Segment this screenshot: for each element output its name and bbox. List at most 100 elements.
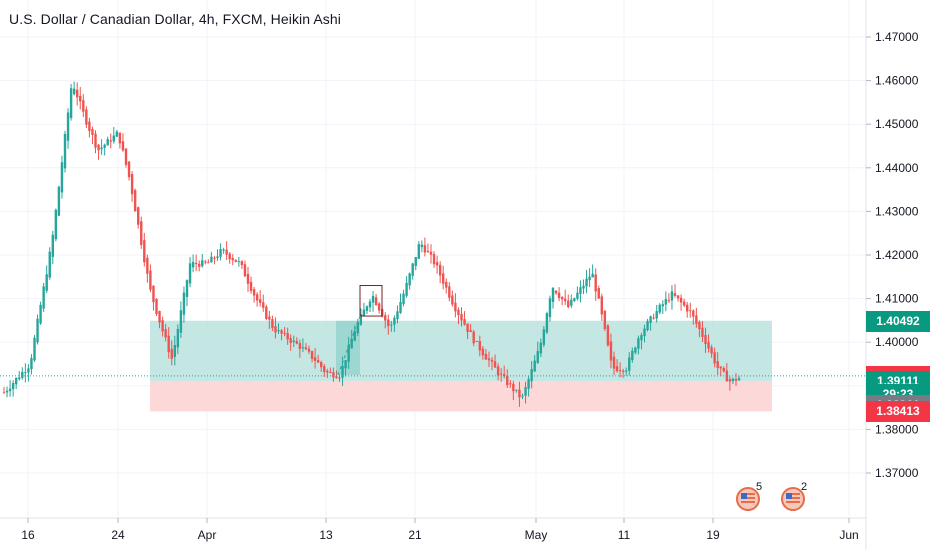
candle-body [118,132,122,144]
candle-body [399,301,402,313]
candle-body [124,148,128,165]
time-tick-label: 11 [618,528,631,542]
candle-body [582,285,585,289]
candle-body [551,287,555,303]
candle-body [472,331,475,344]
candle-body [475,340,478,342]
candle-body [643,328,646,337]
candle-body [69,88,73,119]
candle-body [463,319,466,325]
candle-body [329,372,332,374]
candle-body [2,392,6,394]
time-axis[interactable]: 16 24 Apr 13 21 May 11 19 Jun [21,518,859,542]
candle-body [420,244,424,248]
candle-body [112,135,115,142]
candle-body [618,370,622,372]
candle-body [359,313,363,325]
candle-body [448,286,451,298]
drawing-overlays[interactable] [0,285,866,377]
candle-body [313,357,317,361]
candle-body [225,249,228,255]
candle-body [362,309,366,317]
candle-body [414,257,417,266]
candle-body [692,310,695,317]
candle-body [637,338,640,349]
candle-body [161,320,164,332]
candle-body [320,362,323,368]
candle-body [121,141,125,151]
candle-body [240,261,244,266]
trend-line[interactable] [337,315,361,376]
candle-body [536,351,539,363]
candle-body [194,263,198,265]
candle-body [689,310,692,312]
candle-body [332,372,335,378]
candle-body [377,303,381,311]
candle-body [426,250,430,253]
candle-body [234,259,237,262]
candle-body [207,262,210,264]
candle-body [524,387,527,396]
position-zones[interactable] [150,320,772,412]
candle-body [731,378,735,382]
candle-body [698,322,701,330]
candle-body [646,320,649,331]
candle-body [542,329,546,345]
candle-body [676,295,680,299]
candle-body [243,264,247,277]
candle-body [405,282,408,296]
candle-body [679,297,683,303]
price-badge: 1.40492 [866,310,930,332]
time-tick-label: Apr [198,528,217,542]
candlestick-series [2,81,741,407]
candle-body [686,304,689,312]
candle-body [670,291,674,301]
candle-body [249,281,253,292]
candle-body [545,313,549,333]
highlight-box[interactable] [359,285,383,317]
candle-body [606,325,610,346]
candle-body [21,371,24,378]
profit-zone[interactable] [150,320,772,381]
us-flag-calendar-icon[interactable]: 2 [781,481,809,512]
candle-body [155,298,158,315]
candle-body [11,382,15,390]
candle-body [301,347,305,349]
candle-body [149,270,152,290]
candle-body [609,341,613,361]
candle-body [454,302,457,312]
candle-body [115,131,119,137]
candle-body [353,331,356,341]
candle-body [79,95,82,102]
loss-zone[interactable] [150,380,772,412]
candle-body [576,292,579,299]
candle-body [387,319,390,327]
candle-body [628,357,631,371]
candle-body [188,263,192,284]
candle-body [286,332,289,340]
entry-shade [336,320,360,375]
candle-body [554,290,558,294]
candle-body [594,274,597,292]
candle-body [283,332,286,334]
candle-body [97,144,100,151]
candle-body [521,395,524,397]
candle-body [231,258,234,261]
candle-body [396,311,399,320]
us-flag-calendar-icon[interactable]: 5 [736,481,764,512]
candle-body [72,88,76,95]
candle-body [48,251,51,278]
time-tick-label: 21 [408,528,422,542]
price-tick-label: 1.41000 [875,292,919,306]
candle-body [210,256,213,263]
candle-body [307,348,311,352]
candle-body [259,299,262,304]
candle-body [127,161,131,178]
candle-body [579,287,582,294]
candle-body [417,244,420,259]
candle-body [100,147,103,150]
candle-body [719,366,722,369]
candle-body [191,261,195,268]
candle-body [271,319,274,328]
